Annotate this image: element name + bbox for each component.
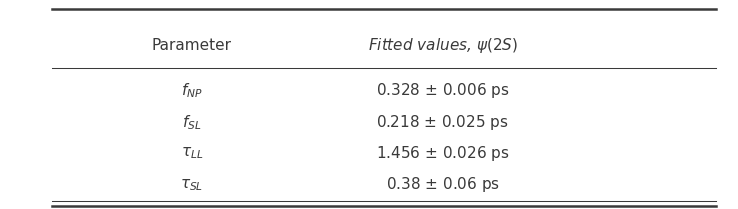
Text: 0.218 $\pm$ 0.025 ps: 0.218 $\pm$ 0.025 ps — [376, 113, 509, 132]
Text: 0.328 $\pm$ 0.006 ps: 0.328 $\pm$ 0.006 ps — [376, 82, 509, 100]
Text: $\tau_{LL}$: $\tau_{LL}$ — [181, 146, 203, 162]
Text: $\tau_{SL}$: $\tau_{SL}$ — [180, 177, 204, 193]
Text: $f_{SL}$: $f_{SL}$ — [182, 113, 201, 132]
Text: $f_{NP}$: $f_{NP}$ — [181, 82, 203, 100]
Text: 1.456 $\pm$ 0.026 ps: 1.456 $\pm$ 0.026 ps — [376, 144, 509, 163]
Text: Fitted values, $\psi(2S)$: Fitted values, $\psi(2S)$ — [368, 37, 518, 55]
Text: 0.38 $\pm$ 0.06 ps: 0.38 $\pm$ 0.06 ps — [386, 176, 500, 194]
Text: Parameter: Parameter — [152, 38, 232, 54]
